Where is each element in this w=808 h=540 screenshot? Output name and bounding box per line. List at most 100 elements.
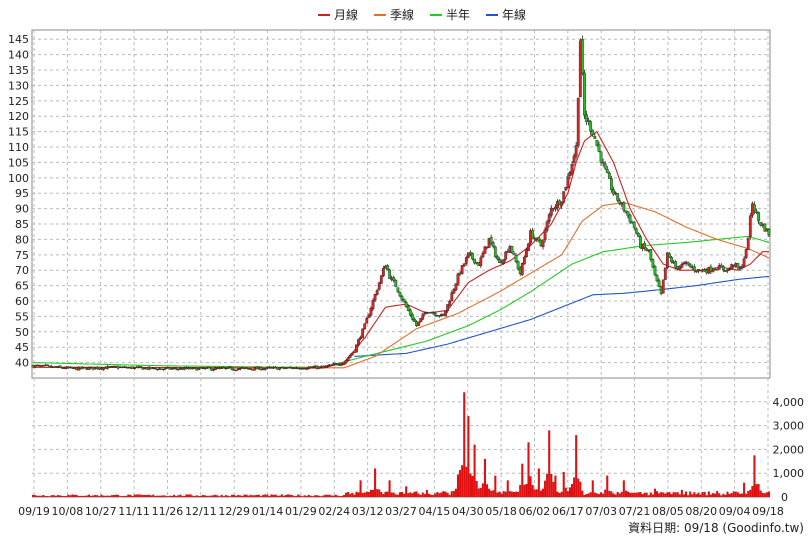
- candle-body: [568, 172, 572, 176]
- candle-body: [736, 263, 740, 268]
- date-tick-label: 11/26: [152, 505, 184, 518]
- volume-bar: [662, 492, 665, 497]
- volume-bar: [386, 491, 389, 497]
- volume-bar: [749, 489, 752, 497]
- candle-body: [350, 352, 354, 356]
- candle-body: [95, 366, 99, 370]
- price-tick-label: 45: [15, 341, 29, 354]
- date-tick-label: 04/15: [419, 505, 451, 518]
- volume-bar: [293, 496, 296, 497]
- volume-bar: [506, 480, 509, 497]
- volume-bar: [753, 455, 756, 497]
- volume-bar: [469, 473, 472, 497]
- volume-bar: [87, 494, 91, 497]
- volume-bar: [228, 496, 232, 497]
- volume-bar: [123, 495, 126, 497]
- date-tick-label: 01/29: [285, 505, 317, 518]
- volume-bar: [172, 494, 176, 497]
- candle-body: [491, 242, 495, 247]
- volume-bar: [382, 493, 385, 497]
- volume-bar: [483, 458, 486, 497]
- volume-bar: [517, 491, 520, 497]
- candle-body: [433, 312, 437, 316]
- candle-body: [686, 262, 690, 265]
- candle-body: [326, 365, 329, 367]
- date-tick-label: 09/04: [719, 505, 751, 518]
- candle-body: [541, 240, 545, 248]
- candle-body: [678, 266, 682, 270]
- candle-body: [543, 229, 547, 241]
- candle-body: [377, 282, 381, 290]
- volume-bar: [714, 493, 717, 497]
- volume-bar: [465, 466, 468, 497]
- candle-body: [489, 237, 493, 244]
- volume-bar: [313, 495, 317, 497]
- axes: 40 45 50 55 60 65 70 75 80 85 90 95 100 105 110 115 120 1…: [8, 33, 804, 518]
- candle-body: [168, 367, 172, 370]
- volume-bar: [438, 493, 441, 497]
- volume-bar: [765, 492, 768, 497]
- volume-bar: [119, 496, 122, 497]
- candle-body: [464, 257, 468, 264]
- volume-bar: [604, 489, 607, 497]
- candle-body: [282, 367, 286, 369]
- volume-bar: [150, 495, 153, 497]
- volume-bar: [338, 496, 341, 497]
- volume-bar: [660, 492, 663, 497]
- candle-body: [547, 214, 551, 223]
- candle-body: [406, 306, 410, 311]
- candle-body: [695, 270, 698, 273]
- candle-body: [234, 369, 238, 372]
- volume-bar: [668, 492, 671, 497]
- volume-bar: [121, 496, 124, 497]
- volume-bar: [413, 491, 416, 497]
- legend-label: 半年: [446, 8, 471, 22]
- volume-bar: [276, 495, 279, 497]
- price-tick-label: 125: [8, 95, 29, 108]
- candle-body: [597, 144, 601, 152]
- candle-body: [236, 368, 240, 370]
- volume-bar: [139, 494, 142, 497]
- volume-bar: [444, 491, 447, 497]
- volume-bar: [353, 494, 356, 497]
- candle-body: [618, 200, 622, 204]
- volume-bar: [249, 494, 252, 497]
- candle-body: [139, 366, 143, 368]
- volume-bar: [618, 493, 621, 497]
- volume-bar: [718, 493, 721, 497]
- volume-bar: [562, 472, 565, 497]
- volume-bar: [575, 435, 578, 497]
- candle-body: [589, 121, 593, 132]
- candle-body: [616, 193, 620, 201]
- volume-bar: [42, 494, 45, 497]
- volume-bar: [146, 495, 149, 497]
- candle-body: [493, 246, 497, 257]
- candle-body: [342, 362, 346, 365]
- candle-body: [510, 245, 514, 253]
- candle-body: [450, 292, 454, 302]
- candle-body: [394, 279, 398, 287]
- volume-bar: [633, 492, 636, 497]
- candle-body: [570, 164, 574, 174]
- volume-bar: [577, 478, 580, 497]
- volume-bar: [280, 494, 283, 497]
- candle-body: [657, 280, 661, 287]
- legend-label: 月線: [334, 8, 359, 22]
- candle-body: [462, 263, 466, 267]
- volume-bar: [589, 492, 592, 497]
- volume-bar: [355, 491, 358, 497]
- volume-bar: [767, 491, 770, 497]
- volume-bar: [608, 490, 611, 497]
- candle-body: [612, 189, 615, 195]
- candle-body: [740, 266, 744, 269]
- candle-body: [417, 321, 421, 326]
- volume-bar: [195, 495, 198, 497]
- volume-bar: [454, 488, 457, 497]
- volume-bar: [71, 494, 74, 497]
- volume-bar: [245, 494, 248, 497]
- volume-bar: [266, 494, 269, 497]
- volume-bar: [502, 491, 505, 497]
- volume-bar: [716, 491, 719, 497]
- candle-body: [446, 304, 450, 312]
- volume-bar: [69, 495, 72, 497]
